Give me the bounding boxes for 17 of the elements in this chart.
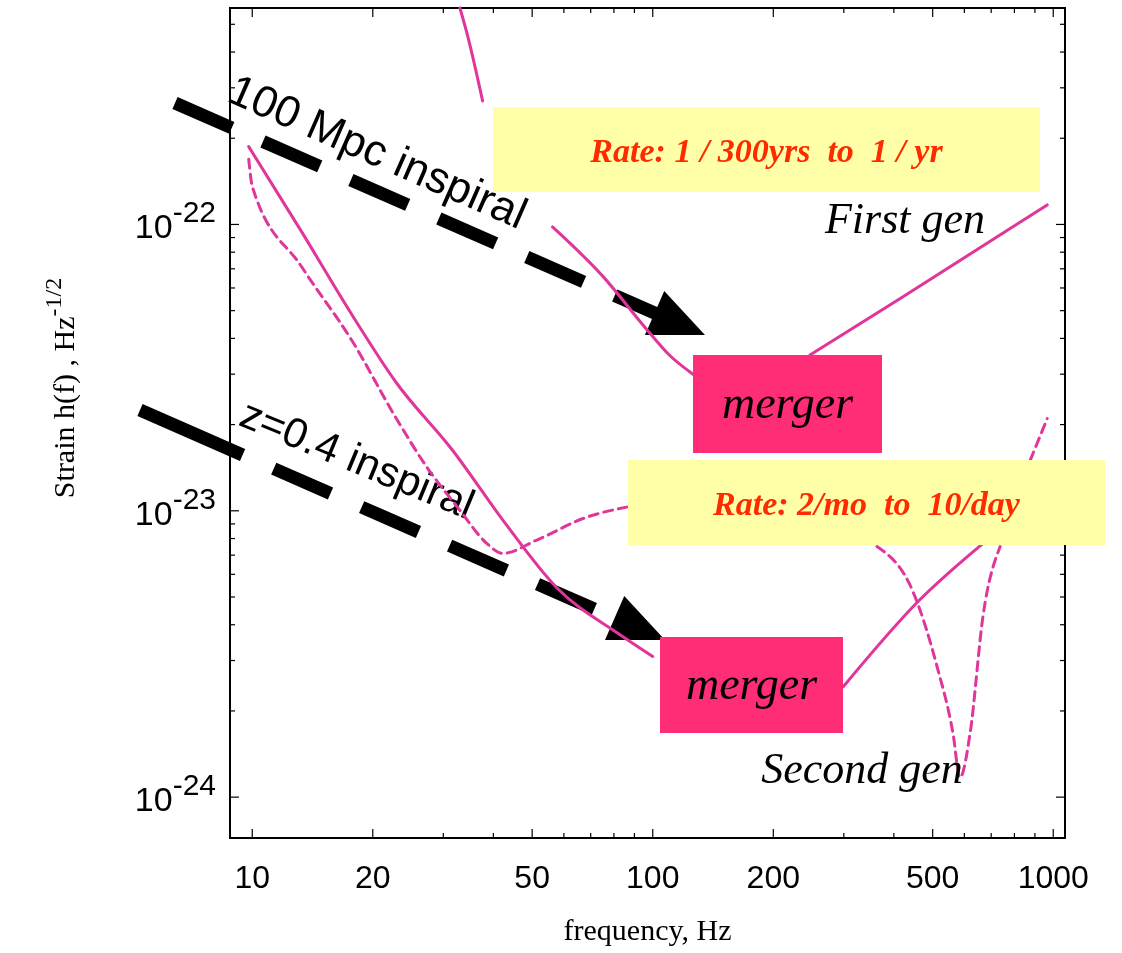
y-tick-label: 10$^{-24}$ xyxy=(134,767,216,819)
x-tick-label: 1000 xyxy=(1017,859,1089,895)
x-tick-label: 200 xyxy=(746,859,800,895)
annotation: merger xyxy=(721,377,855,428)
annotation: Rate: 1 / 300yrs to 1 / yr xyxy=(589,131,944,169)
annotation: Second gen xyxy=(761,744,963,793)
y-tick-label: 10$^{-22}$ xyxy=(134,194,216,246)
x-tick-label: 500 xyxy=(905,859,960,895)
x-tick-label: 20 xyxy=(355,859,391,895)
x-tick-label: 10 xyxy=(234,859,271,895)
x-axis-title: frequency, Hz xyxy=(563,913,732,946)
x-tick-label: 50 xyxy=(514,859,550,895)
x-tick-label: 100 xyxy=(626,859,680,895)
annotation: merger xyxy=(685,658,819,709)
annotation: First gen xyxy=(823,194,986,243)
y-tick-label: 10$^{-23}$ xyxy=(134,481,216,532)
annotation: Rate: 2/mo to 10/day xyxy=(712,484,1021,522)
